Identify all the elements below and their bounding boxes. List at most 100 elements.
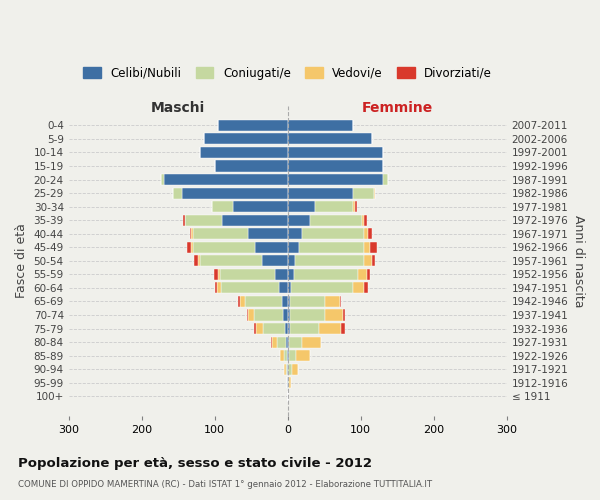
Bar bbox=[289, 350, 296, 361]
Bar bbox=[218, 120, 287, 131]
Bar bbox=[221, 282, 279, 294]
Bar bbox=[364, 228, 368, 239]
Bar bbox=[287, 310, 290, 320]
Bar bbox=[238, 296, 239, 307]
Bar bbox=[310, 214, 362, 226]
Bar bbox=[319, 323, 341, 334]
Bar bbox=[248, 228, 287, 239]
Bar bbox=[289, 364, 292, 375]
Bar bbox=[263, 323, 285, 334]
Bar bbox=[287, 228, 302, 239]
Bar bbox=[193, 242, 255, 253]
Bar bbox=[183, 214, 185, 226]
Bar bbox=[287, 323, 290, 334]
Bar bbox=[353, 201, 355, 212]
Bar bbox=[358, 269, 367, 280]
Bar bbox=[287, 377, 289, 388]
Bar bbox=[292, 282, 353, 294]
Bar bbox=[233, 201, 287, 212]
Bar bbox=[222, 214, 287, 226]
Bar bbox=[284, 364, 286, 375]
Bar bbox=[161, 174, 164, 185]
Bar bbox=[364, 242, 370, 253]
Bar bbox=[164, 174, 287, 185]
Bar bbox=[286, 364, 287, 375]
Bar bbox=[368, 228, 371, 239]
Bar bbox=[287, 120, 353, 131]
Bar bbox=[200, 147, 287, 158]
Bar bbox=[279, 282, 287, 294]
Bar bbox=[287, 147, 383, 158]
Bar bbox=[320, 336, 321, 347]
Bar bbox=[212, 201, 233, 212]
Bar bbox=[215, 160, 287, 172]
Bar bbox=[287, 134, 371, 144]
Bar bbox=[254, 310, 283, 320]
Bar bbox=[284, 350, 287, 361]
Bar bbox=[355, 201, 357, 212]
Bar bbox=[191, 228, 193, 239]
Bar bbox=[283, 310, 287, 320]
Y-axis label: Anni di nascita: Anni di nascita bbox=[572, 214, 585, 307]
Bar bbox=[370, 242, 377, 253]
Bar bbox=[173, 188, 182, 198]
Bar bbox=[256, 323, 263, 334]
Bar bbox=[220, 269, 275, 280]
Bar bbox=[371, 256, 376, 266]
Bar bbox=[290, 310, 325, 320]
Bar bbox=[187, 242, 191, 253]
Bar bbox=[295, 256, 364, 266]
Bar bbox=[198, 256, 200, 266]
Text: Popolazione per età, sesso e stato civile - 2012: Popolazione per età, sesso e stato civil… bbox=[18, 458, 372, 470]
Bar bbox=[214, 269, 218, 280]
Bar bbox=[239, 296, 245, 307]
Bar bbox=[217, 282, 221, 294]
Bar bbox=[271, 336, 272, 347]
Bar bbox=[262, 256, 287, 266]
Y-axis label: Fasce di età: Fasce di età bbox=[15, 224, 28, 298]
Bar bbox=[383, 174, 388, 185]
Bar bbox=[341, 323, 344, 334]
Bar bbox=[245, 296, 282, 307]
Bar bbox=[286, 336, 287, 347]
Bar bbox=[185, 214, 222, 226]
Bar bbox=[287, 188, 353, 198]
Bar bbox=[316, 201, 353, 212]
Bar bbox=[287, 391, 289, 402]
Bar bbox=[302, 228, 364, 239]
Bar bbox=[218, 269, 220, 280]
Legend: Celibi/Nubili, Coniugati/e, Vedovi/e, Divorziati/e: Celibi/Nubili, Coniugati/e, Vedovi/e, Di… bbox=[79, 62, 497, 84]
Bar bbox=[353, 282, 364, 294]
Bar bbox=[353, 188, 374, 198]
Bar bbox=[272, 336, 277, 347]
Bar bbox=[343, 310, 344, 320]
Bar bbox=[190, 228, 191, 239]
Bar bbox=[287, 282, 292, 294]
Bar bbox=[280, 350, 284, 361]
Bar bbox=[254, 323, 256, 334]
Bar bbox=[182, 188, 287, 198]
Bar bbox=[287, 242, 299, 253]
Bar bbox=[215, 282, 217, 294]
Text: COMUNE DI OPPIDO MAMERTINA (RC) - Dati ISTAT 1° gennaio 2012 - Elaborazione TUTT: COMUNE DI OPPIDO MAMERTINA (RC) - Dati I… bbox=[18, 480, 432, 489]
Bar bbox=[282, 296, 287, 307]
Bar bbox=[290, 296, 325, 307]
Bar bbox=[364, 256, 371, 266]
Bar bbox=[204, 134, 287, 144]
Bar bbox=[193, 228, 248, 239]
Bar bbox=[292, 364, 298, 375]
Bar bbox=[289, 377, 290, 388]
Bar bbox=[287, 269, 293, 280]
Bar bbox=[374, 188, 376, 198]
Bar bbox=[255, 242, 287, 253]
Bar bbox=[200, 256, 262, 266]
Bar bbox=[289, 336, 302, 347]
Bar bbox=[290, 323, 319, 334]
Bar bbox=[277, 336, 286, 347]
Bar bbox=[364, 214, 367, 226]
Bar bbox=[191, 242, 193, 253]
Bar bbox=[296, 350, 310, 361]
Bar bbox=[287, 214, 310, 226]
Bar bbox=[287, 296, 290, 307]
Bar bbox=[364, 282, 368, 294]
